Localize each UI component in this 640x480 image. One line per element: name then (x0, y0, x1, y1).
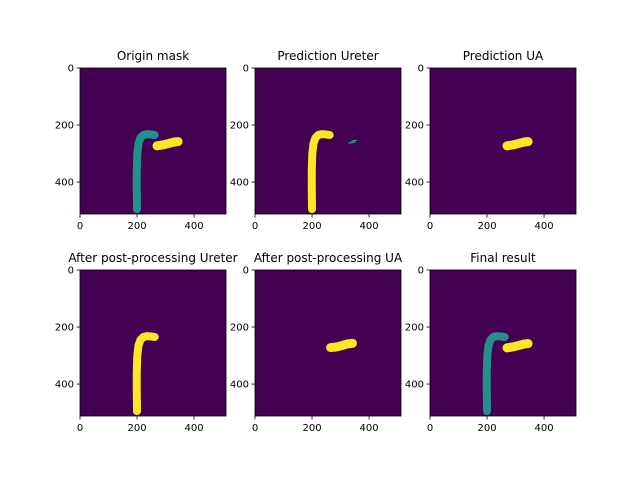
panel-2: 0 200 400 0 200 400 Prediction Ureter (230, 49, 402, 232)
x-tick-label: 400 (535, 221, 554, 232)
axes-frame (79, 67, 227, 215)
mask-region-ua (502, 339, 533, 353)
y-tick-label: 200 (230, 121, 249, 132)
mask-background (430, 270, 576, 416)
y-tick-label: 200 (405, 121, 424, 132)
mask-region-noise2 (351, 139, 357, 142)
panel-title: Final result (470, 251, 536, 265)
mask-region-ua (502, 137, 533, 151)
x-tick-label: 200 (477, 423, 496, 434)
mask-background (255, 270, 401, 416)
mask-background (430, 68, 576, 214)
x-tick-label: 400 (185, 423, 204, 434)
x-tick-label: 400 (535, 423, 554, 434)
panel-title: Prediction Ureter (277, 49, 378, 63)
x-tick-label: 0 (77, 423, 83, 434)
mask-region-ua (152, 137, 183, 151)
y-tick-label: 200 (55, 121, 74, 132)
x-tick-label: 0 (77, 221, 83, 232)
y-tick-label: 0 (418, 64, 424, 75)
mask-region-ureter (307, 130, 334, 214)
y-tick-label: 0 (418, 266, 424, 277)
x-tick-label: 400 (360, 423, 379, 434)
mask-region-ureter (482, 332, 509, 416)
axes-frame (254, 269, 402, 417)
mask-region-ureter (132, 130, 159, 214)
axes-frame (429, 269, 577, 417)
y-tick-label: 400 (230, 178, 249, 189)
y-tick-label: 400 (55, 178, 74, 189)
y-tick-label: 0 (68, 266, 74, 277)
panel-1: 0 200 400 0 200 400 Origin mask (55, 49, 227, 232)
panel-title: Origin mask (117, 49, 189, 63)
y-tick-label: 0 (243, 266, 249, 277)
mask-region-ureter (132, 332, 159, 416)
x-tick-label: 200 (127, 221, 146, 232)
y-tick-label: 200 (230, 323, 249, 334)
y-tick-label: 0 (243, 64, 249, 75)
mask-region-ua (326, 338, 358, 353)
axes-frame (429, 67, 577, 215)
y-tick-label: 400 (230, 380, 249, 391)
mask-background (255, 68, 401, 214)
mask-region-noise (348, 141, 356, 144)
mask-background (80, 270, 226, 416)
y-tick-label: 400 (55, 380, 74, 391)
panel-title: After post-processing Ureter (68, 251, 237, 265)
x-tick-label: 200 (477, 221, 496, 232)
x-tick-label: 200 (302, 423, 321, 434)
panel-4: 0 200 400 0 200 400 After post-processing Uret… (55, 251, 238, 434)
axes-frame (254, 67, 402, 215)
x-tick-label: 0 (252, 221, 258, 232)
x-tick-label: 0 (427, 423, 433, 434)
panel-title: After post-processing UA (254, 251, 403, 265)
y-tick-label: 400 (405, 178, 424, 189)
x-tick-label: 200 (127, 423, 146, 434)
x-tick-label: 0 (252, 423, 258, 434)
y-tick-label: 200 (55, 323, 74, 334)
x-tick-label: 400 (185, 221, 204, 232)
y-tick-label: 400 (405, 380, 424, 391)
axes-frame (79, 269, 227, 417)
mask-background (80, 68, 226, 214)
panel-3: 0 200 400 0 200 400 Prediction UA (405, 49, 577, 232)
x-tick-label: 400 (360, 221, 379, 232)
panel-6: 0 200 400 0 200 400 Final result (405, 251, 577, 434)
panel-title: Prediction UA (463, 49, 544, 63)
y-tick-label: 200 (405, 323, 424, 334)
x-tick-label: 200 (302, 221, 321, 232)
x-tick-label: 0 (427, 221, 433, 232)
y-tick-label: 0 (68, 64, 74, 75)
panel-5: 0 200 400 0 200 400 After post-processing UA (230, 251, 403, 434)
